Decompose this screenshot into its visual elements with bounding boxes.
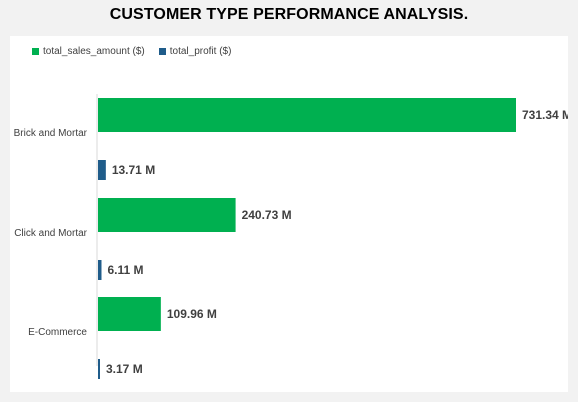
legend: total_sales_amount ($) total_profit ($): [32, 46, 231, 57]
bar-chart: Brick and Mortar 731.34 M 13.71 M Click and…: [14, 94, 568, 379]
profit-data-label: 6.11 M: [107, 263, 143, 277]
chart-panel: total_sales_amount ($) total_profit ($) …: [10, 36, 568, 392]
sales-bar: [98, 297, 161, 331]
legend-item-sales: total_sales_amount ($): [32, 46, 145, 57]
sales-bar: [98, 98, 516, 132]
legend-swatch-profit: [158, 48, 166, 55]
profit-bar: [98, 359, 100, 379]
profit-bar: [98, 260, 102, 280]
category-label: Click and Mortar: [14, 228, 87, 239]
profit-data-label: 13.71 M: [112, 163, 155, 177]
chart-title: CUSTOMER TYPE PERFORMANCE ANALYSIS.: [109, 6, 469, 23]
category-label: Brick and Mortar: [14, 128, 88, 139]
legend-label-sales: total_sales_amount ($): [43, 46, 145, 57]
legend-item-profit: total_profit ($): [158, 46, 232, 57]
legend-swatch-sales: [32, 48, 39, 55]
profit-bar: [98, 160, 106, 180]
sales-data-label: 240.73 M: [242, 208, 292, 222]
profit-data-label: 3.17 M: [106, 362, 143, 376]
sales-data-label: 109.96 M: [167, 307, 217, 321]
category-label: E-Commerce: [28, 327, 87, 338]
sales-bar: [98, 198, 236, 232]
sales-data-label: 731.34 M: [522, 108, 568, 122]
legend-label-profit: total_profit ($): [169, 46, 232, 57]
